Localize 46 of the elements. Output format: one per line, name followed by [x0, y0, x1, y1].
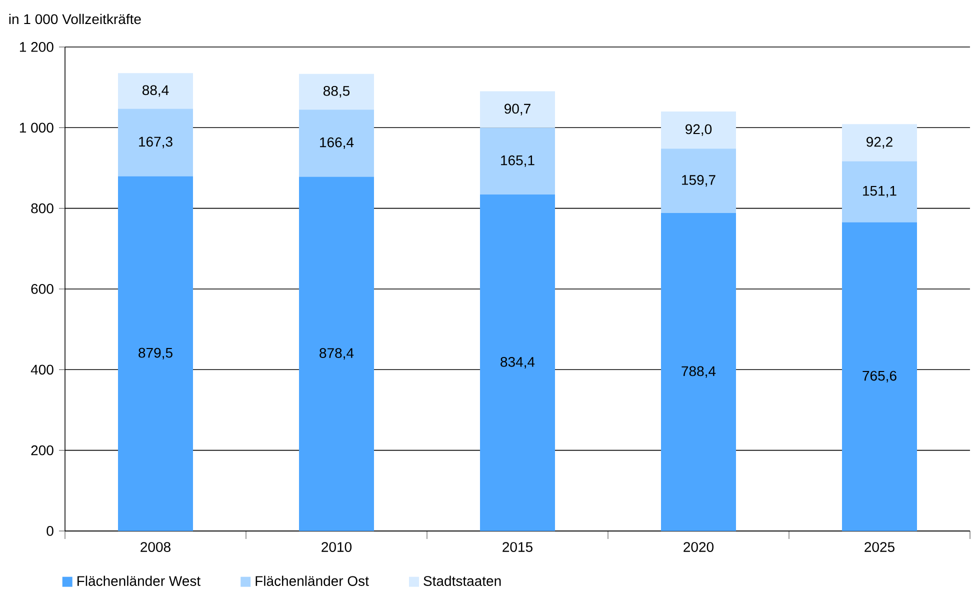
x-tick-label: 2008: [140, 542, 170, 552]
data-label: 878,4: [320, 348, 354, 360]
y-tick-label: 1 200: [20, 42, 54, 52]
bar: [480, 128, 555, 194]
data-label: 765,6: [862, 370, 896, 382]
data-label: 151,1: [863, 186, 896, 198]
x-tick-label: 2020: [684, 542, 714, 552]
data-label: 166,4: [320, 137, 354, 149]
data-label: 788,4: [682, 366, 716, 378]
y-tick-label: 1 000: [20, 122, 54, 133]
data-label: 90,7: [504, 104, 530, 116]
data-label: 159,7: [682, 175, 716, 187]
y-tick-label: 800: [31, 203, 54, 214]
x-tick-label: 2025: [864, 542, 894, 552]
bar: [118, 176, 194, 531]
legend-label: Flächenländer West: [78, 576, 200, 586]
data-label: 88,5: [323, 86, 350, 98]
bar: [118, 108, 194, 176]
bar: [661, 148, 736, 214]
y-tick-label: 600: [31, 284, 54, 294]
bar: [118, 73, 194, 109]
y-tick-label: 400: [30, 364, 54, 375]
bar: [842, 161, 917, 222]
bar: [842, 124, 917, 162]
data-label: 92,2: [866, 136, 892, 148]
legend-label: Stadtstaaten: [424, 576, 501, 586]
data-label: 167,3: [139, 136, 172, 148]
y-tick-label: 200: [31, 445, 54, 456]
bar: [299, 110, 374, 177]
legend-label: Flächenländer Ost: [256, 576, 369, 586]
bar: [480, 194, 555, 531]
y-axis-title: in 1 000 Vollzeitkräfte: [9, 14, 141, 24]
x-tick-label: 2010: [322, 542, 352, 552]
x-tick-label: 2015: [502, 542, 532, 552]
bar: [842, 222, 917, 531]
data-label: 165,1: [501, 155, 534, 167]
data-label: 879,5: [138, 348, 172, 360]
bar: [661, 111, 736, 149]
bar: [299, 74, 374, 110]
data-label: 92,0: [686, 124, 712, 136]
bar: [480, 91, 555, 128]
data-label: 834,4: [500, 356, 535, 368]
y-tick-label: 0: [46, 526, 54, 536]
data-label: 88,4: [142, 85, 169, 97]
bar: [661, 213, 736, 531]
bar: [299, 176, 374, 531]
